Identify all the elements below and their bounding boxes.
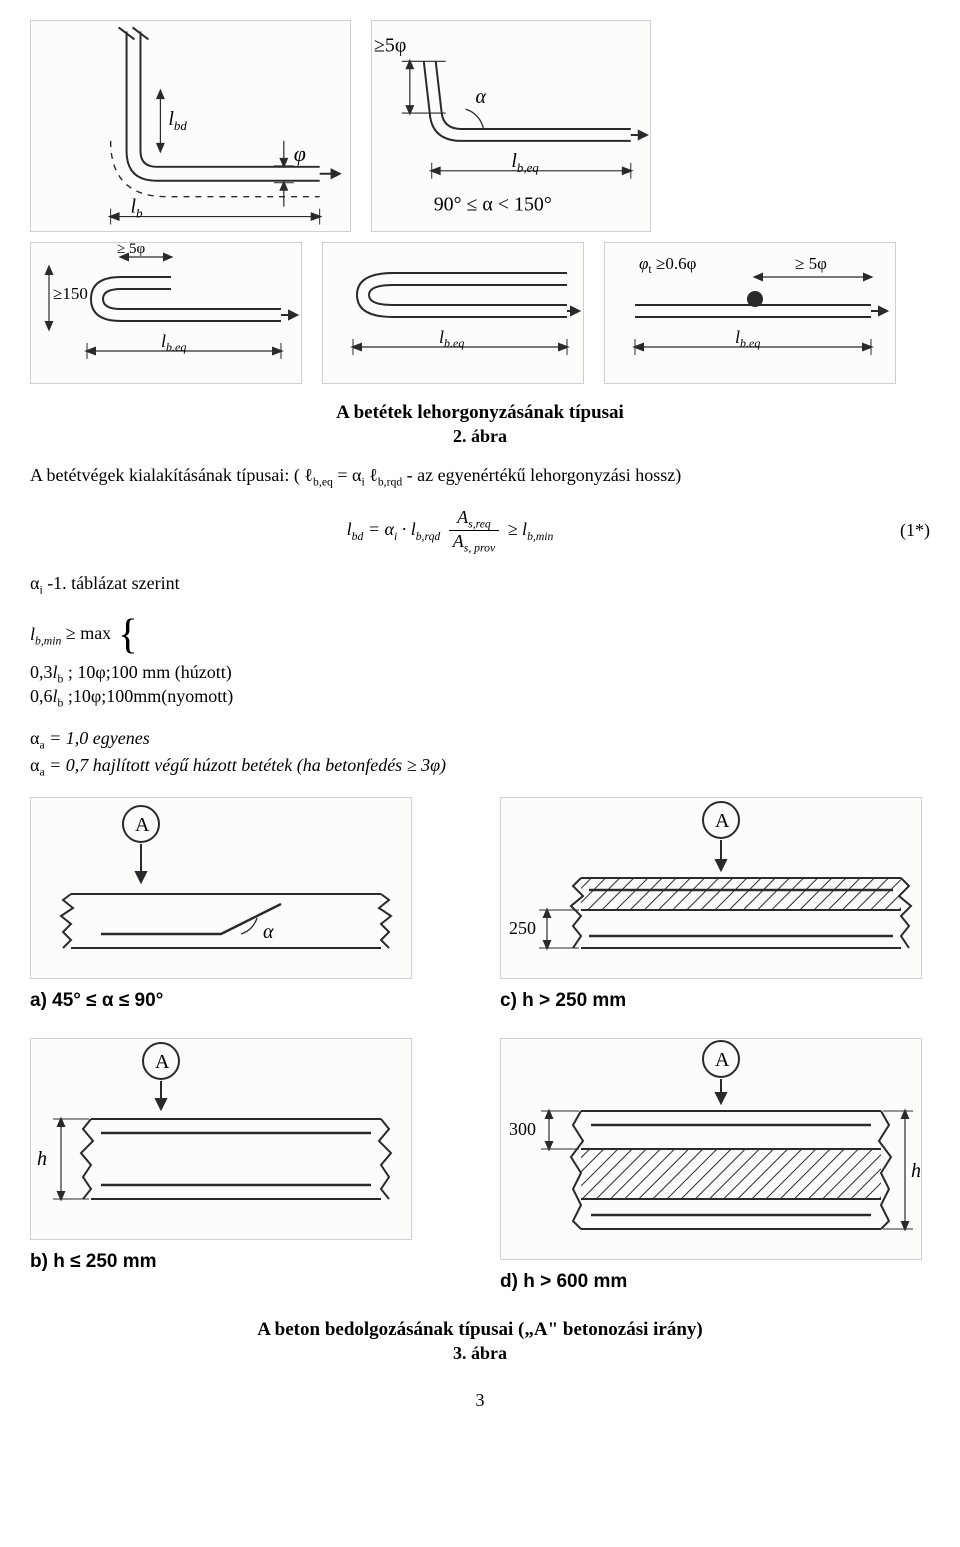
anchorage-row-2: ≥150 ≥ 5φ lb.eq lb.eq — [30, 242, 930, 384]
svg-text:lb: lb — [131, 196, 144, 221]
fig-bond-b: A h — [30, 1038, 412, 1240]
lbl-5phi-e: ≥ 5φ — [795, 254, 827, 273]
alpha-i-line: αi -1. táblázat szerint — [30, 573, 930, 597]
lbl-alpha-a: α — [263, 921, 274, 943]
lbl-90-150: 90° ≤ α < 150° — [433, 194, 551, 216]
fig-anchorage-welded-transverse: φt ≥0.6φ ≥ 5φ lb.eq — [604, 242, 896, 384]
intro-paragraph: A betétvégek kialakításának típusai: ( ℓ… — [30, 465, 930, 489]
section-title-anchorage: A betétek lehorgonyzásának típusai — [30, 402, 930, 424]
svg-text:lb.eq: lb.eq — [161, 331, 186, 354]
lbl-phit-sub: t — [648, 262, 652, 276]
lbl-phi: φ — [294, 141, 306, 166]
label-a: a) 45° ≤ α ≤ 90° — [30, 990, 460, 1012]
lbl-h-d: h — [911, 1160, 921, 1182]
page-number: 3 — [30, 1390, 930, 1411]
lbl-06phi: ≥0.6φ — [656, 254, 697, 273]
lbl-lbeq-sub: b,eq — [516, 160, 538, 175]
lbl-A-d: A — [715, 1049, 730, 1071]
anchorage-row-1: lbd lb φ ≥5φ α lb,eq — [30, 20, 930, 232]
lbl-250: 250 — [509, 918, 536, 938]
label-b: b) h ≤ 250 mm — [30, 1251, 460, 1273]
lbl-A-b: A — [155, 1051, 170, 1073]
svg-text:lb.eq: lb.eq — [735, 327, 760, 350]
fig-bond-a: A α — [30, 797, 412, 979]
svg-text:lb.eq: lb.eq — [439, 327, 464, 350]
equation-1star: lbd = αi · lb,rqd As,req As, prov ≥ lb,m… — [30, 507, 930, 555]
caption-concrete-placing: A beton bedolgozásának típusai („A" beto… — [30, 1319, 930, 1341]
fig-anchorage-hook-90-150: ≥5φ α lb,eq 90° ≤ α < 150° — [371, 20, 652, 232]
alpha-a-1: αa = 1,0 egyenes — [30, 728, 930, 752]
lbl-A-a: A — [135, 814, 150, 836]
lbl-lbd-sub: bd — [174, 118, 187, 133]
lbl-A-c: A — [715, 810, 730, 832]
fig-bond-c: A 250 — [500, 797, 922, 979]
fig2-caption: 2. ábra — [30, 426, 930, 447]
fig-anchorage-l-bend: lbd lb φ — [30, 20, 351, 232]
alpha-a-07: αa = 0,7 hajlított végű húzott betétek (… — [30, 755, 930, 779]
svg-text:lb,eq: lb,eq — [511, 150, 539, 175]
fig-bond-d: A 300 h — [500, 1038, 922, 1260]
lbl-lbeq-c-sub: b.eq — [166, 340, 186, 354]
lbl-5phi-c: ≥ 5φ — [117, 242, 145, 257]
lbmin-cases: lb,min ≥ max { — [30, 614, 930, 656]
equation-number: (1*) — [870, 520, 930, 541]
lbl-alpha-hook: α — [475, 86, 486, 108]
label-c: c) h > 250 mm — [500, 990, 930, 1012]
bond-condition-grid: A α a) 45° ≤ α ≤ 90° — [30, 797, 930, 1301]
svg-text:φt ≥0.6φ: φt ≥0.6φ — [639, 254, 697, 277]
lbl-h-b: h — [37, 1148, 47, 1170]
lbl-phit: φ — [639, 254, 648, 273]
lbl-lbeq-e-sub: b.eq — [740, 336, 760, 350]
fig-anchorage-hook-180: ≥150 ≥ 5φ lb.eq — [30, 242, 302, 384]
lbl-300: 300 — [509, 1119, 536, 1139]
lbl-5phi: ≥5φ — [374, 34, 406, 56]
fig3-caption: 3. ábra — [30, 1343, 930, 1364]
svg-text:lbd: lbd — [168, 108, 187, 133]
lbl-lb-sub: b — [136, 206, 143, 221]
fig-anchorage-u-loop: lb.eq — [322, 242, 584, 384]
lbl-150: ≥150 — [53, 284, 88, 303]
label-d: d) h > 600 mm — [500, 1271, 930, 1293]
lbl-lbeq-d-sub: b.eq — [444, 336, 464, 350]
